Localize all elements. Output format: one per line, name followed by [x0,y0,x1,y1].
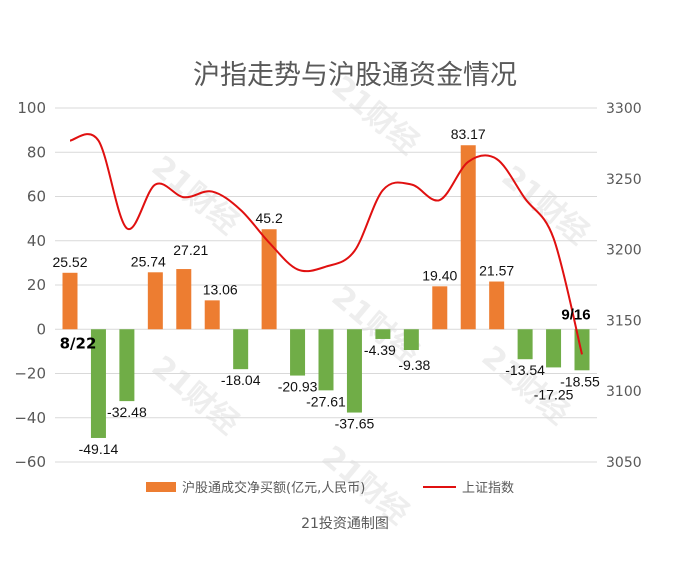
bar-data-label: 27.21 [173,242,208,258]
bar [517,329,533,360]
right-axis-tick-label: 3100 [606,384,642,400]
bar [204,300,220,330]
bar-data-label: 25.74 [131,253,166,269]
legend-bar-label: 沪股通成交净买额(亿元,人民币) [182,480,365,496]
bar [90,329,106,438]
left-axis-tick-label: 20 [27,276,46,294]
bar [62,272,78,330]
left-axis-tick-label: 80 [27,143,46,161]
bar [318,329,334,391]
x-axis-label-last: 9/16 [561,306,590,323]
right-axis-tick-label: 3150 [606,313,642,329]
left-axis-tick-label: −20 [14,365,46,383]
bar-data-label: -18.55 [560,373,600,389]
bars [62,145,590,438]
bar [147,272,163,330]
bar-data-label: 19.40 [422,267,457,283]
left-axis-tick-label: −40 [14,409,46,427]
bar [432,286,448,330]
bar-data-label: -49.14 [79,441,119,457]
bar [290,329,306,376]
data-labels: 25.52 -49.14 -32.48 25.74 27.21 13.06 -18.04 45… [52,126,600,457]
right-axis-tick-label: 3050 [606,455,642,471]
bar-data-label: 21.57 [479,263,514,279]
x-axis-label-first: 8/22 [60,334,97,352]
bar-data-label: -27.61 [306,393,346,409]
bar-data-label: -4.39 [364,342,396,358]
bar [176,269,192,330]
bar [489,281,505,330]
bar [460,145,476,330]
bar [546,329,562,368]
bar [346,329,362,413]
bar-data-label: 13.06 [203,281,238,297]
right-axis-tick-label: 3300 [606,101,642,117]
watermark-text: 21财经 [145,349,245,441]
bar-data-label: 25.52 [52,254,87,270]
right-axis: 3300 3250 3200 3150 3100 3050 [606,101,642,471]
bar-data-label: -17.25 [534,386,574,402]
bar [119,329,135,402]
bar [403,329,419,351]
bar-data-label: -20.93 [278,379,318,395]
bar [233,329,249,370]
bar [261,229,277,330]
left-axis: 100 80 60 40 20 0 −20 −40 −60 [14,99,46,471]
bar-data-label: 83.17 [451,126,486,142]
legend-line-label: 上证指数 [462,481,514,496]
legend-bar-swatch [146,482,176,492]
left-axis-tick-label: −60 [14,453,46,471]
bar-data-label: -18.04 [221,372,261,388]
left-axis-tick-label: 100 [17,99,46,117]
bar-data-label: -37.65 [335,416,375,432]
bar [375,329,391,339]
right-axis-tick-label: 3250 [606,172,642,188]
legend: 沪股通成交净买额(亿元,人民币) 上证指数 [146,480,514,496]
bar-data-label: -9.38 [398,357,430,373]
left-axis-tick-label: 40 [27,232,46,250]
shanghai-index-line [69,133,583,355]
source-caption: 21投资通制图 [301,516,389,532]
bar-data-label: 45.2 [255,210,282,226]
bar-data-label: -13.54 [505,362,545,378]
left-axis-tick-label: 0 [36,320,46,338]
right-axis-tick-label: 3200 [606,243,642,259]
left-axis-tick-label: 60 [27,188,46,206]
bar-data-label: -32.48 [107,404,147,420]
chart-title: 沪指走势与沪股通资金情况 [193,60,517,91]
